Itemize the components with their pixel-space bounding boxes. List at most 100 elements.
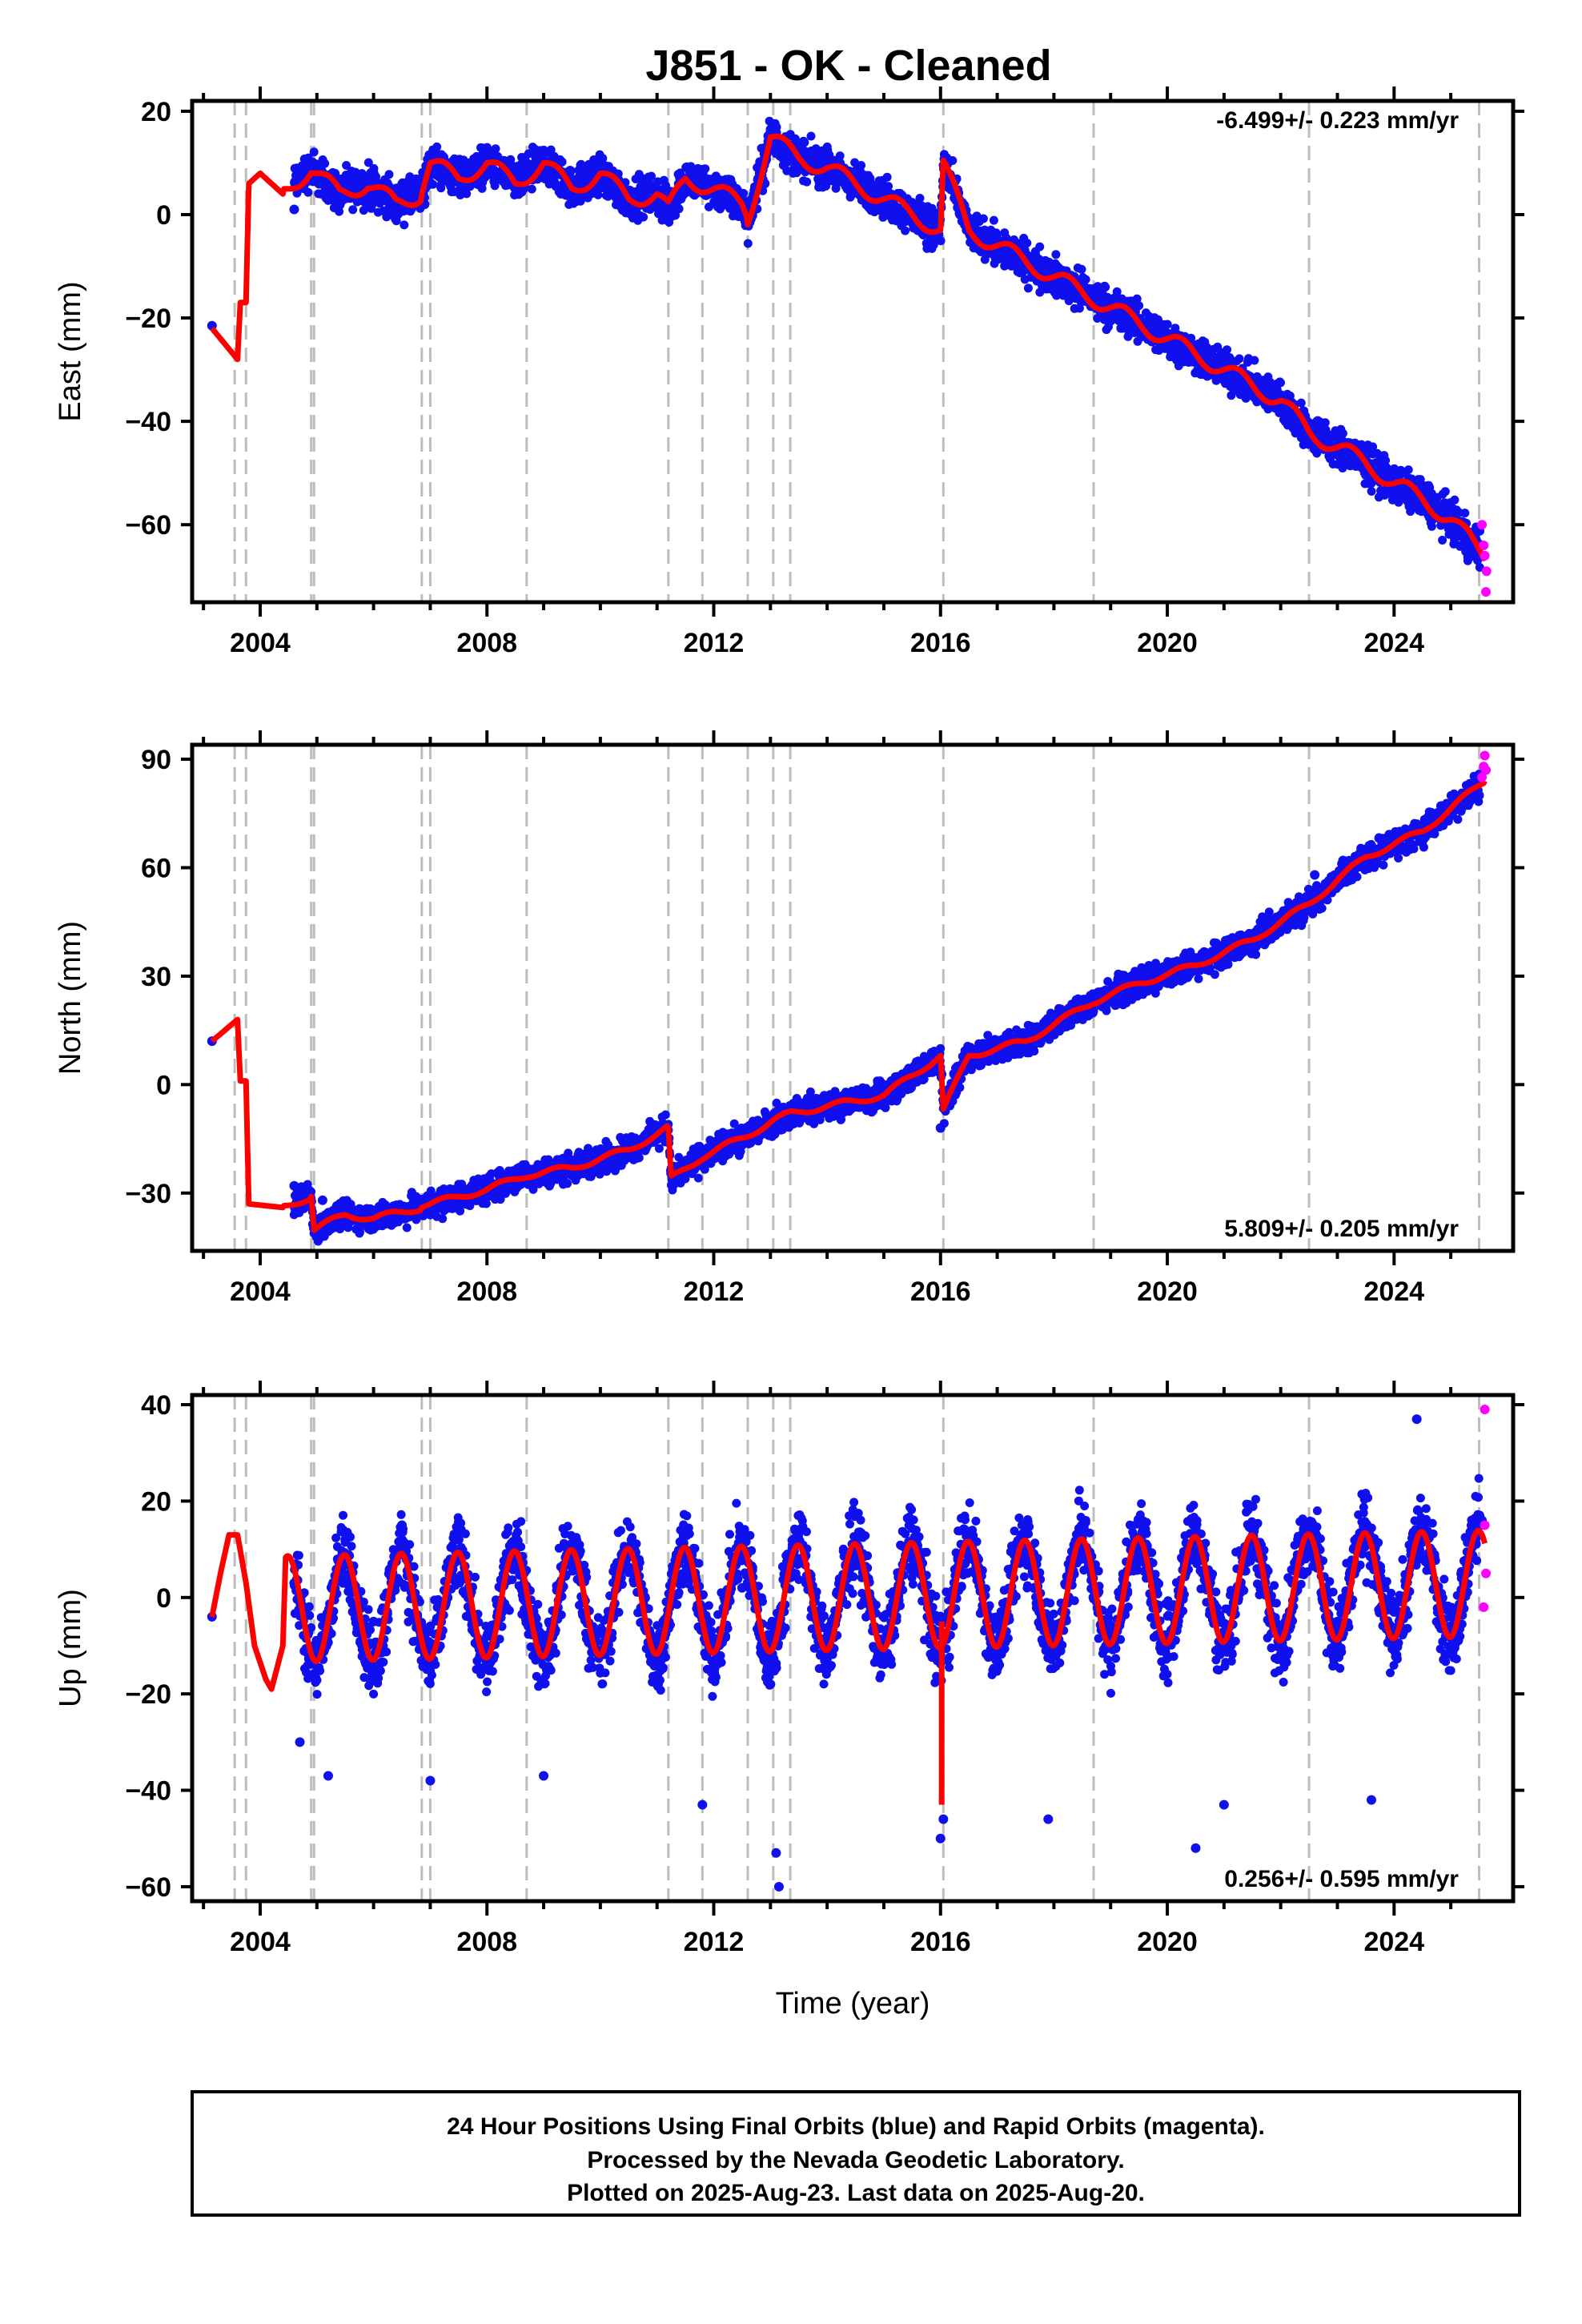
final-orbit-point xyxy=(1077,264,1086,274)
final-orbit-point xyxy=(901,226,910,235)
y-tick-label: −20 xyxy=(125,304,171,334)
final-orbit-point xyxy=(674,204,684,214)
final-orbit-point xyxy=(1022,239,1032,247)
final-orbit-point xyxy=(671,211,681,220)
final-orbit-point xyxy=(371,172,380,182)
final-orbit-point xyxy=(1338,428,1347,438)
final-orbit-point xyxy=(693,1173,703,1183)
final-orbit-point xyxy=(491,144,500,154)
x-tick-label: 2004 xyxy=(230,628,291,658)
final-orbit-point xyxy=(1051,250,1061,259)
final-orbit-point xyxy=(527,184,536,194)
final-orbit-point xyxy=(593,190,603,199)
x-tick-label: 2020 xyxy=(1137,628,1198,658)
final-orbit-point xyxy=(335,207,344,216)
final-orbit-point xyxy=(647,171,656,181)
final-orbit-point xyxy=(1367,487,1376,496)
final-orbit-point xyxy=(831,183,841,193)
final-orbit-point xyxy=(400,220,409,230)
final-orbit-point xyxy=(1081,275,1090,284)
final-orbit-point xyxy=(342,161,351,170)
final-orbit-point xyxy=(462,189,472,199)
final-orbit-points xyxy=(289,770,1484,1246)
final-orbit-point xyxy=(432,142,442,151)
y-tick-label: 0 xyxy=(156,200,171,231)
rapid-orbit-point xyxy=(1481,566,1492,577)
y-axis-label: East (mm) xyxy=(54,281,87,421)
final-orbit-point xyxy=(1223,345,1231,355)
final-orbit-point xyxy=(1438,536,1447,545)
final-orbit-point xyxy=(743,239,753,248)
final-orbit-point xyxy=(936,236,946,246)
final-orbit-point xyxy=(802,177,812,187)
final-orbit-point xyxy=(978,214,988,223)
final-orbit-point xyxy=(1270,385,1280,396)
final-orbit-point xyxy=(701,164,710,174)
x-tick-label: 2024 xyxy=(1363,628,1424,658)
final-orbit-point xyxy=(1035,242,1045,251)
final-orbit-point xyxy=(639,212,648,222)
final-orbit-point xyxy=(1235,354,1244,364)
final-orbit-point xyxy=(1134,301,1144,311)
final-orbit-point xyxy=(557,157,567,167)
final-orbit-point xyxy=(1276,378,1285,388)
final-orbit-point xyxy=(790,134,800,143)
final-orbit-point xyxy=(576,196,585,206)
final-orbit-point xyxy=(930,209,940,219)
final-orbit-point xyxy=(1213,354,1223,364)
y-tick-label: 20 xyxy=(141,97,171,127)
final-orbit-point xyxy=(989,215,998,225)
final-orbit-point xyxy=(857,161,866,170)
final-orbit-point xyxy=(634,1153,644,1163)
final-orbit-point xyxy=(1403,465,1413,475)
final-orbit-point xyxy=(915,194,925,203)
final-orbit-point xyxy=(806,131,816,141)
final-orbit-point xyxy=(428,179,438,189)
rapid-orbit-point xyxy=(1477,520,1488,530)
final-orbit-point xyxy=(1023,283,1033,293)
final-orbit-point xyxy=(563,1179,572,1188)
final-orbit-point xyxy=(303,187,313,197)
final-orbit-point xyxy=(772,123,781,132)
final-orbit-point xyxy=(456,1206,465,1216)
final-orbit-point xyxy=(948,156,958,165)
final-orbit-point xyxy=(546,145,556,155)
final-orbit-point xyxy=(524,149,533,159)
final-orbit-point xyxy=(363,199,373,210)
rapid-orbit-point xyxy=(1480,550,1490,561)
chart-title: J851 - OK - Cleaned xyxy=(645,42,1051,90)
final-orbit-point xyxy=(335,194,345,204)
x-tick-label: 2008 xyxy=(456,628,517,658)
x-tick-label: 2016 xyxy=(910,628,971,658)
final-orbit-point xyxy=(817,152,827,163)
final-orbit-point xyxy=(289,204,299,215)
east-panel: 20 0 −20 −40 −60 2004 2008 2012 2016 2020 2024 East… xyxy=(54,86,1524,658)
final-orbit-points xyxy=(290,116,1484,572)
final-orbit-point xyxy=(438,1214,448,1224)
final-orbit-point xyxy=(402,1223,412,1232)
final-orbit-point xyxy=(882,172,892,182)
rapid-orbit-point xyxy=(1481,587,1492,597)
final-orbit-point xyxy=(1250,356,1259,365)
velocity-label: -6.499+/- 0.223 mm/yr xyxy=(1216,107,1459,134)
final-orbit-point xyxy=(1101,283,1110,292)
final-orbit-point xyxy=(348,205,358,215)
y-tick-label: −60 xyxy=(125,510,171,541)
final-orbit-point xyxy=(661,1110,670,1120)
final-orbit-point xyxy=(800,138,809,147)
final-orbit-point xyxy=(384,170,394,179)
final-orbit-point xyxy=(1450,495,1460,505)
final-orbit-point xyxy=(1156,323,1166,333)
final-orbit-point xyxy=(331,169,340,178)
final-orbit-point xyxy=(1460,509,1470,518)
x-tick-label: 2012 xyxy=(684,628,745,658)
final-orbit-point xyxy=(363,158,373,167)
final-orbit-point xyxy=(835,151,845,161)
y-tick-label: −40 xyxy=(125,407,171,437)
final-orbit-point xyxy=(739,188,748,198)
final-orbit-point xyxy=(1440,487,1450,497)
final-orbit-point xyxy=(873,183,883,194)
rapid-orbit-point xyxy=(1479,541,1489,551)
